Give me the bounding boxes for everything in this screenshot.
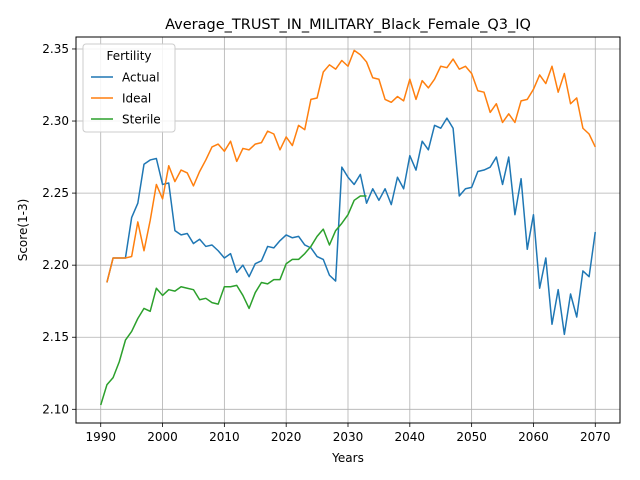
x-tick-label: 2060 xyxy=(518,430,549,444)
x-tick-label: 2000 xyxy=(147,430,178,444)
x-tick-label: 2050 xyxy=(456,430,487,444)
y-tick-label: 2.25 xyxy=(42,186,69,200)
series-line-actual xyxy=(106,117,597,336)
y-tick-label: 2.35 xyxy=(42,42,69,56)
x-tick-label: 2020 xyxy=(271,430,302,444)
chart-title: Average_TRUST_IN_MILITARY_Black_Female_Q… xyxy=(165,17,531,33)
y-axis-ticks: 2.10 2.15 2.20 2.25 2.30 2.35 xyxy=(42,42,76,416)
y-axis-label: Score(1-3) xyxy=(16,199,30,262)
series-layer xyxy=(100,49,597,406)
legend: Fertility Actual Ideal Sterile xyxy=(82,43,176,133)
x-axis-ticks: 1990 2000 2010 2020 2030 2040 2050 2060 2070 xyxy=(85,423,611,444)
x-tick-label: 2010 xyxy=(209,430,240,444)
y-tick-label: 2.15 xyxy=(42,330,69,344)
x-tick-label: 1990 xyxy=(85,430,116,444)
x-tick-label: 2030 xyxy=(333,430,364,444)
legend-label-ideal: Ideal xyxy=(122,92,151,106)
legend-title: Fertility xyxy=(106,49,151,63)
y-tick-label: 2.20 xyxy=(42,258,69,272)
x-tick-label: 2070 xyxy=(580,430,611,444)
legend-label-actual: Actual xyxy=(122,71,160,85)
x-tick-label: 2040 xyxy=(395,430,426,444)
series-line-ideal xyxy=(106,49,596,283)
y-tick-label: 2.30 xyxy=(42,114,69,128)
series-line-sterile xyxy=(100,195,367,406)
legend-box xyxy=(82,43,176,133)
legend-label-sterile: Sterile xyxy=(122,113,161,127)
grid xyxy=(76,37,620,423)
y-tick-label: 2.10 xyxy=(42,402,69,416)
legend-entries: Actual Ideal Sterile xyxy=(91,71,161,127)
x-axis-label: Years xyxy=(331,451,364,465)
plot-frame xyxy=(75,36,621,424)
